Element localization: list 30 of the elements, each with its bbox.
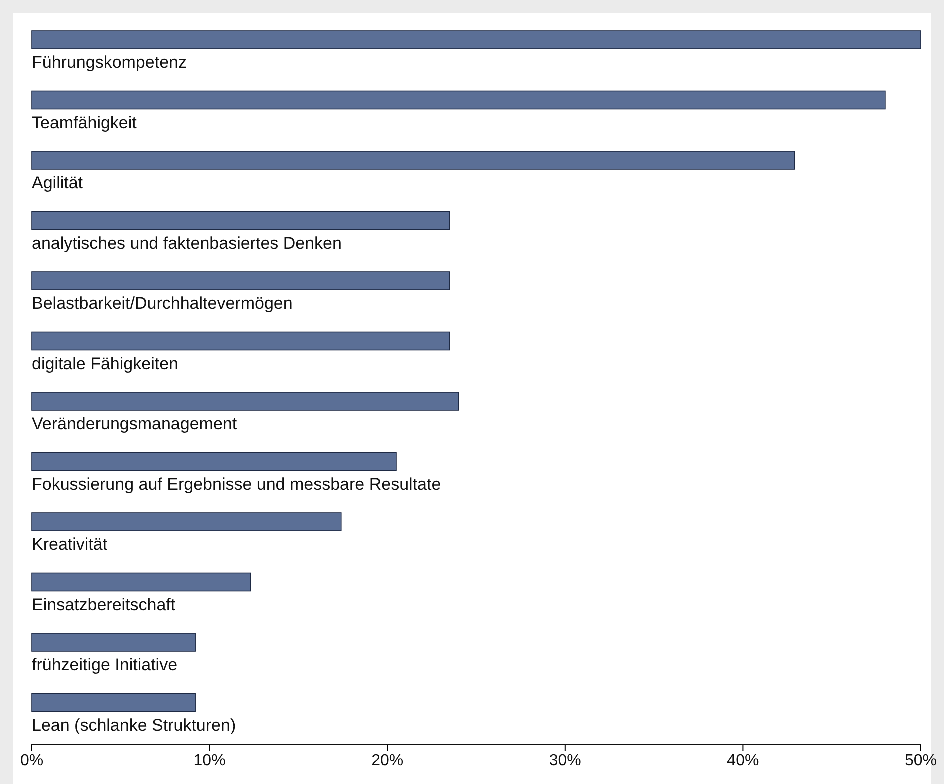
bar xyxy=(32,633,196,652)
bar xyxy=(32,693,196,712)
bar xyxy=(32,211,450,230)
bar xyxy=(32,452,397,472)
y-tick-label: Belastbarkeit/Durchhaltevermögen xyxy=(32,294,293,313)
bar xyxy=(32,392,460,411)
y-tick-label: Veränderungsmanagement xyxy=(32,414,238,434)
y-tick-label: Fokussierung auf Ergebnisse und messbare Resultate xyxy=(32,474,442,494)
y-tick-label: Führungskompetenz xyxy=(32,53,187,72)
y-tick-label: Teamfähigkeit xyxy=(32,113,138,132)
bar xyxy=(32,30,922,50)
bar xyxy=(32,90,886,110)
y-tick-label: digitale Fähigkeiten xyxy=(32,354,178,374)
bar xyxy=(32,151,796,170)
x-tick-label: 20% xyxy=(372,752,404,770)
x-tick-label: 0% xyxy=(20,752,44,770)
x-tick-label: 10% xyxy=(194,752,226,770)
y-tick-label: Einsatzbereitschaft xyxy=(32,595,176,614)
y-tick-label: analytisches und faktenbasiertes Denken xyxy=(32,234,342,253)
y-tick-label: Agilität xyxy=(32,174,84,192)
y-tick-label: Kreativität xyxy=(32,535,108,554)
bar xyxy=(32,512,342,532)
x-tick-label: 40% xyxy=(727,752,760,770)
y-tick-label: frühzeitige Initiative xyxy=(32,656,178,674)
bar xyxy=(32,332,450,351)
x-tick-label: 50% xyxy=(904,752,938,770)
x-tick-label: 30% xyxy=(549,752,582,770)
y-tick-label: Lean (schlanke Strukturen) xyxy=(32,716,236,735)
bar xyxy=(32,272,450,290)
bar xyxy=(32,572,252,592)
